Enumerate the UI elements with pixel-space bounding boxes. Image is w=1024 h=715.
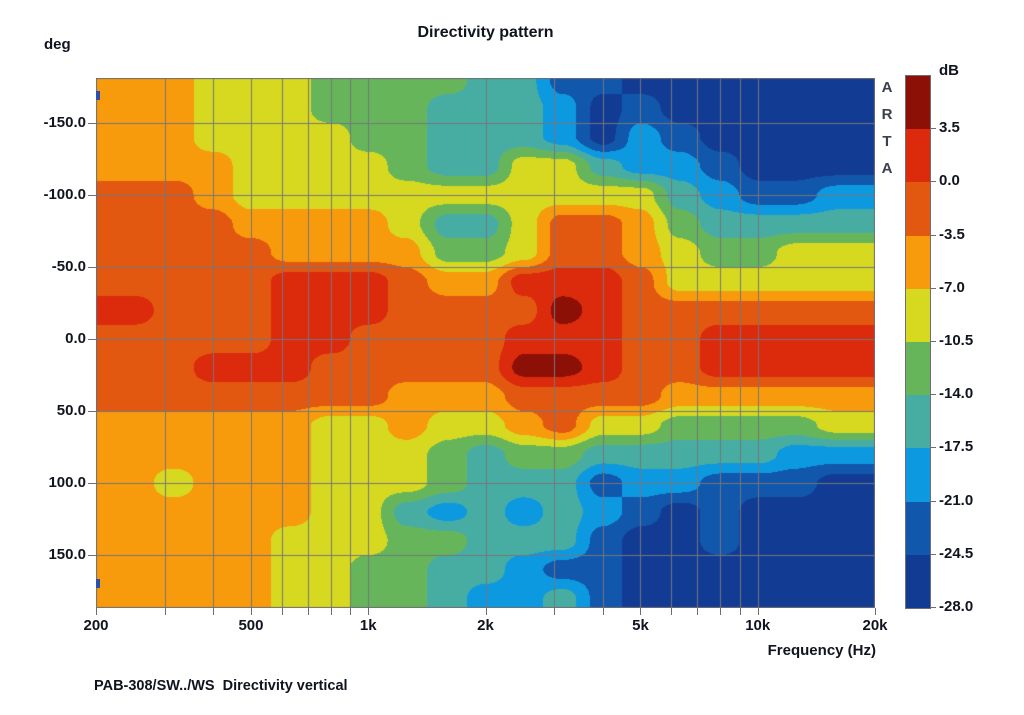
colorbar-band: [906, 182, 930, 236]
x-tick-mark: [554, 608, 555, 615]
y-tick-mark: [88, 122, 96, 124]
y-tick-label: -100.0: [43, 185, 86, 203]
colorbar-band: [906, 501, 930, 555]
colorbar-band: [906, 554, 930, 608]
colorbar-band: [906, 395, 930, 449]
x-tick-mark: [640, 608, 641, 615]
y-tick-label: 150.0: [48, 545, 86, 563]
colorbar-tick-label: -14.0: [939, 385, 974, 403]
x-tick-label: 200: [83, 617, 109, 634]
x-tick-mark: [368, 608, 369, 615]
colorbar-tick-label: -7.0: [939, 278, 965, 296]
y-axis-unit-label: deg: [44, 36, 71, 53]
colorbar-unit-label: dB: [939, 62, 959, 79]
colorbar-tick-label: -10.5: [939, 332, 974, 349]
colorbar-band: [906, 448, 930, 502]
x-tick-mark: [603, 608, 604, 615]
colorbar-band: [906, 76, 930, 130]
colorbar-tick-mark: [931, 447, 936, 449]
measurement-caption: PAB-308/SW../WS Directivity vertical: [94, 678, 348, 694]
y-tick-label: 50.0: [56, 401, 86, 419]
arta-letter: R: [881, 106, 893, 123]
arta-letter: T: [882, 133, 892, 150]
y-tick-label: -50.0: [51, 257, 86, 275]
x-tick-mark: [720, 608, 721, 615]
colorbar-tick-label: -17.5: [939, 438, 974, 456]
colorbar-tick-mark: [931, 500, 936, 502]
colorbar: [905, 75, 931, 609]
x-tick-mark: [350, 608, 351, 615]
colorbar-tick-label: 3.5: [939, 119, 960, 137]
y-tick-mark: [88, 482, 96, 484]
colorbar-tick-label: -24.5: [939, 544, 974, 562]
colorbar-tick-mark: [931, 394, 936, 396]
x-tick-mark: [96, 608, 97, 615]
x-tick-label: 2k: [477, 617, 494, 634]
x-tick-mark: [758, 608, 759, 615]
x-tick-label: 10k: [745, 617, 771, 634]
colorbar-tick-mark: [931, 128, 936, 130]
colorbar-tick-mark: [931, 341, 936, 342]
y-tick-mark: [88, 266, 96, 268]
colorbar-tick-mark: [931, 553, 936, 555]
x-tick-mark: [251, 608, 252, 615]
heatmap-plot-area[interactable]: [96, 78, 875, 608]
x-axis-title: Frequency (Hz): [767, 642, 876, 659]
colorbar-tick-label: -21.0: [939, 491, 974, 509]
y-tick-mark: [88, 554, 96, 556]
colorbar-tick-mark: [931, 287, 936, 289]
x-tick-mark: [697, 608, 698, 615]
colorbar-tick-mark: [931, 607, 936, 608]
colorbar-tick-mark: [931, 181, 936, 183]
colorbar-tick-label: 0.0: [939, 172, 960, 190]
x-tick-label: 5k: [632, 617, 649, 634]
x-tick-mark: [486, 608, 487, 615]
y-tick-label: 0.0: [65, 329, 86, 347]
x-tick-mark: [282, 608, 283, 615]
arta-letter: A: [881, 79, 893, 96]
y-tick-mark: [88, 194, 96, 196]
y-tick-label: 100.0: [48, 473, 86, 491]
colorbar-tick-mark: [931, 234, 936, 236]
x-tick-label: 20k: [862, 617, 888, 634]
cursor-marker: [96, 579, 100, 589]
colorbar-band: [906, 235, 930, 289]
y-tick-label: -150.0: [43, 113, 86, 131]
x-tick-mark: [671, 608, 672, 615]
x-tick-mark: [308, 608, 309, 615]
colorbar-band: [906, 341, 930, 396]
x-tick-label: 1k: [359, 617, 377, 634]
y-tick-mark: [88, 338, 96, 340]
colorbar-tick-label: -28.0: [939, 598, 974, 615]
colorbar-band: [906, 288, 930, 342]
x-tick-mark: [165, 608, 166, 615]
chart-title: Directivity pattern: [417, 24, 554, 41]
x-tick-label: 500: [238, 617, 264, 634]
arta-letter: A: [881, 160, 893, 177]
x-tick-mark: [875, 608, 876, 615]
colorbar-tick-label: -3.5: [939, 225, 965, 243]
x-tick-mark: [740, 608, 741, 615]
x-tick-mark: [213, 608, 214, 615]
colorbar-band: [906, 129, 930, 183]
cursor-marker: [96, 91, 100, 101]
y-tick-mark: [88, 410, 96, 412]
x-tick-mark: [331, 608, 332, 615]
